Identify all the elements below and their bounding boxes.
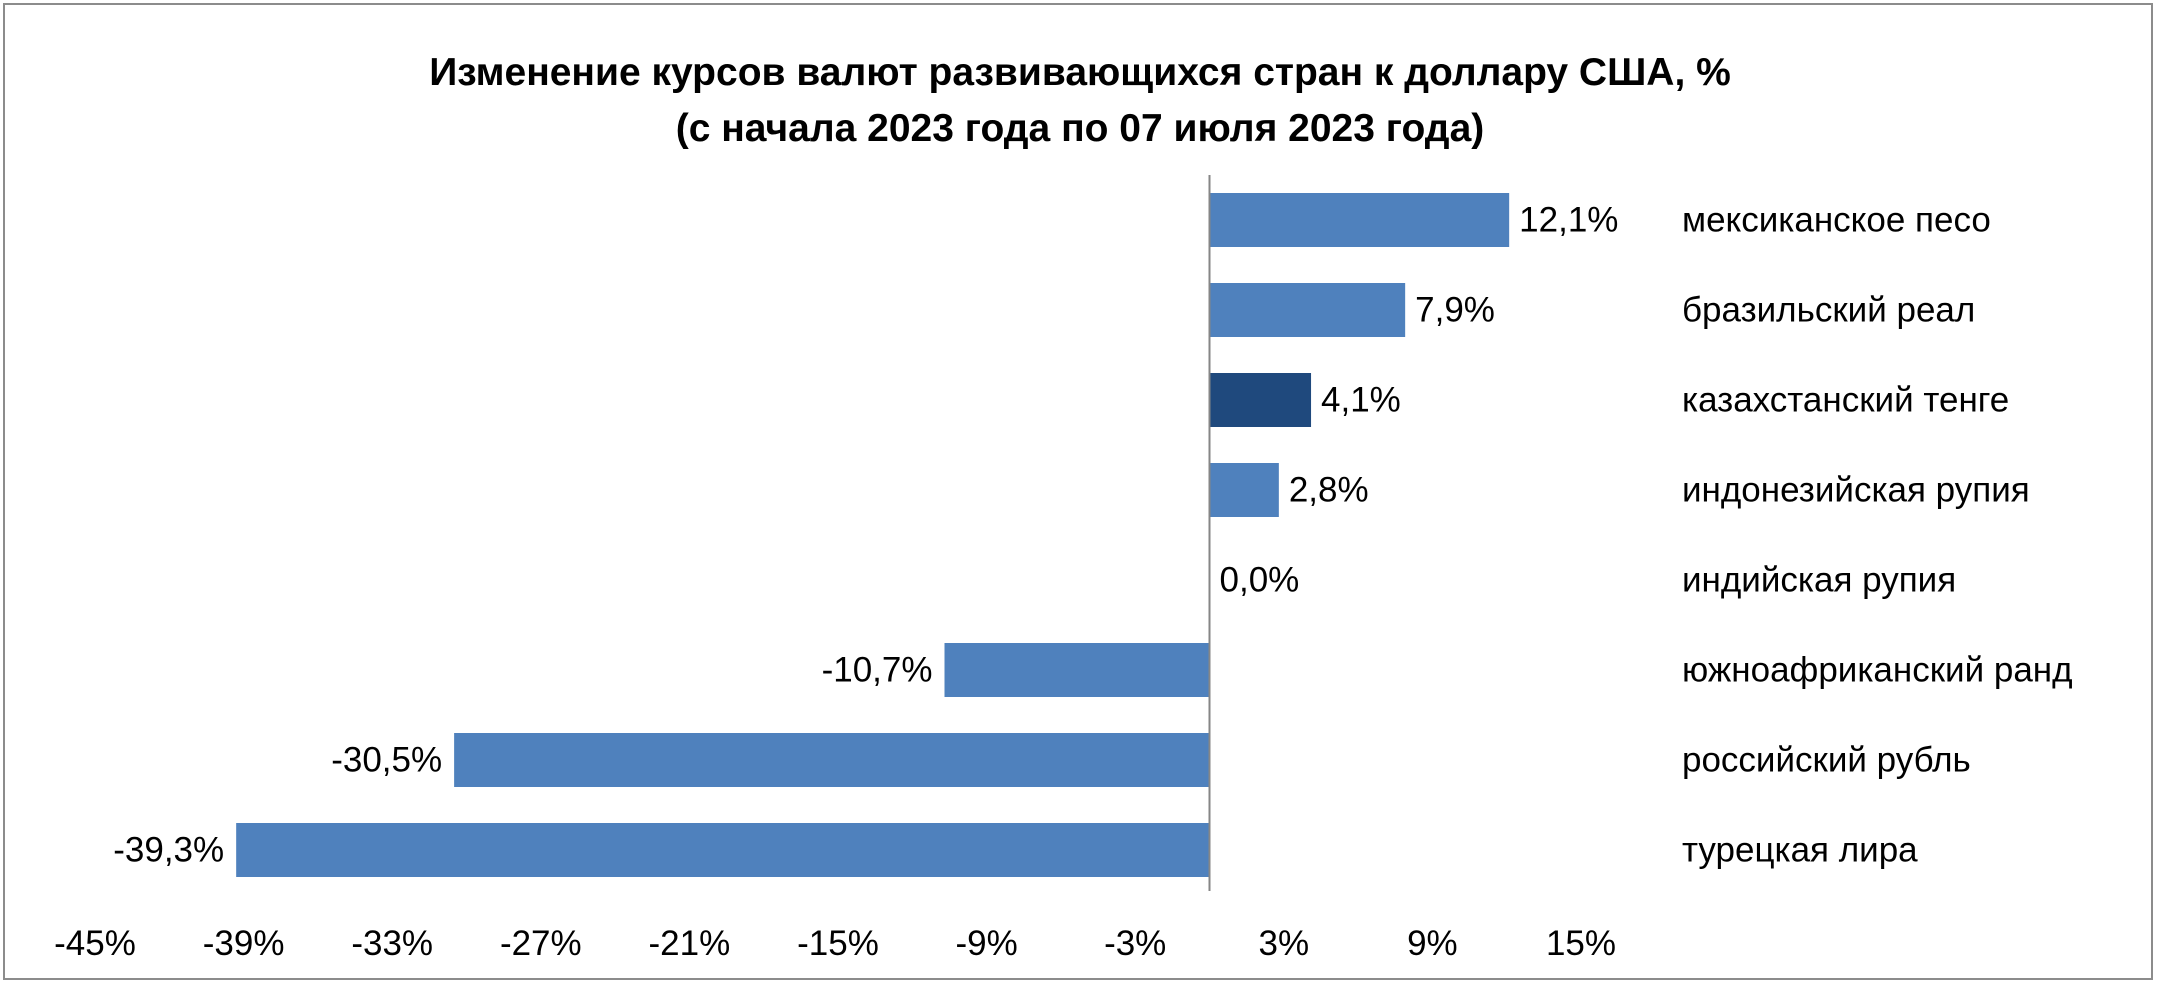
value-label: 0,0% <box>1220 561 1300 600</box>
bar <box>1209 373 1312 427</box>
value-label: 12,1% <box>1519 201 1618 240</box>
x-tick-label: 15% <box>1546 924 1616 963</box>
bar <box>1209 283 1406 337</box>
x-tick-label: -39% <box>203 924 285 963</box>
x-tick-label: -9% <box>955 924 1017 963</box>
category-label: российский рубль <box>1682 741 1971 780</box>
bar <box>944 643 1210 697</box>
category-label: бразильский реал <box>1682 291 1975 330</box>
bar <box>1209 463 1279 517</box>
x-tick-label: 9% <box>1407 924 1458 963</box>
chart-title: Изменение курсов валют развивающихся стр… <box>429 51 1731 94</box>
category-label: мексиканское песо <box>1682 201 1991 240</box>
x-tick-label: -15% <box>797 924 879 963</box>
bar <box>1209 193 1510 247</box>
x-tick-label: -21% <box>649 924 731 963</box>
value-label: -39,3% <box>113 831 224 870</box>
value-label: 7,9% <box>1415 291 1495 330</box>
category-label: индийская рупия <box>1682 561 1956 600</box>
chart-title-block: Изменение курсов валют развивающихся стр… <box>5 45 2155 157</box>
value-label: -10,7% <box>822 651 933 690</box>
x-tick-label: -45% <box>54 924 136 963</box>
category-label: турецкая лира <box>1682 831 1918 870</box>
category-label: индонезийская рупия <box>1682 471 2030 510</box>
bar <box>236 823 1210 877</box>
value-label: 2,8% <box>1289 471 1369 510</box>
chart-frame: Изменение курсов валют развивающихся стр… <box>3 3 2153 980</box>
x-tick-label: 3% <box>1259 924 1310 963</box>
value-label: -30,5% <box>331 741 442 780</box>
bar <box>454 733 1210 787</box>
chart-subtitle: (с начала 2023 года по 07 июля 2023 года… <box>675 107 1485 150</box>
bar-chart: 12,1% мексиканское песо 7,9% бразильский ре… <box>54 175 2073 963</box>
category-label: южноафриканский ранд <box>1682 651 2073 690</box>
category-label: казахстанский тенге <box>1682 381 2009 420</box>
value-label: 4,1% <box>1321 381 1401 420</box>
x-tick-label: -3% <box>1104 924 1166 963</box>
x-tick-label: -27% <box>500 924 582 963</box>
x-tick-label: -33% <box>351 924 433 963</box>
